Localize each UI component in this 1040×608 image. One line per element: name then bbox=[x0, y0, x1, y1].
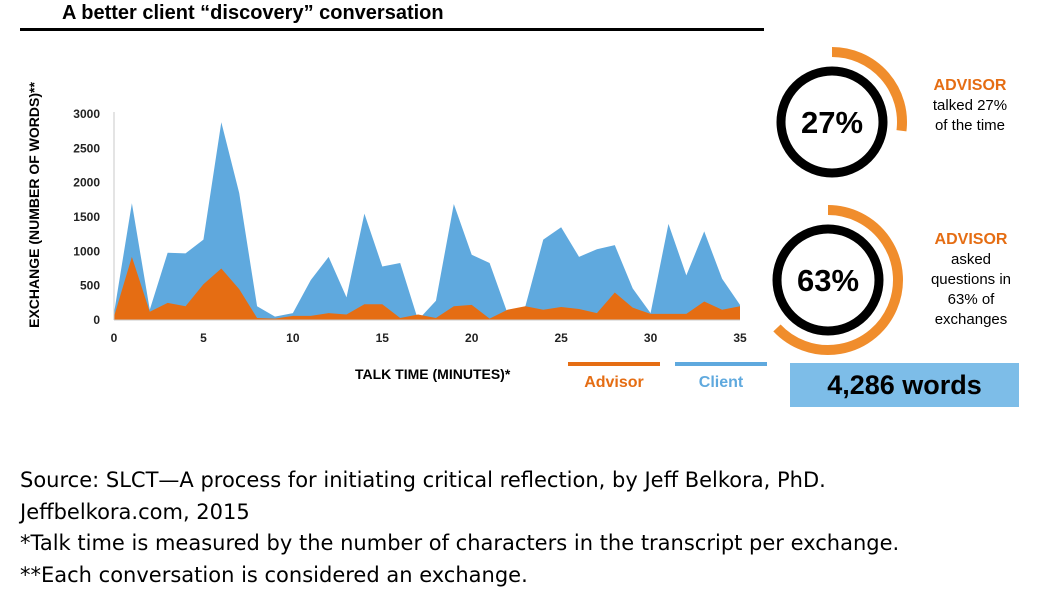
gauge-arc-2 bbox=[773, 205, 903, 355]
exchange-footnote: **Each conversation is considered an exc… bbox=[20, 562, 528, 587]
total-words-value: 4,286 words bbox=[827, 369, 982, 400]
area-chart: 0 500 1000 1500 2000 2500 3000 0 5 10 15 20 25 30 35 bbox=[73, 107, 747, 345]
y-tick-label: 0 bbox=[93, 313, 100, 327]
series-area-client bbox=[114, 122, 740, 321]
x-tick-label: 35 bbox=[733, 331, 747, 345]
y-tick-label: 1500 bbox=[73, 210, 100, 224]
legend-client: Client bbox=[675, 362, 767, 392]
stat-talk-head: ADVISOR bbox=[933, 77, 1007, 94]
total-words-box: 4,286 words bbox=[790, 363, 1019, 407]
footnotes: Source: SLCT—A process for initiating cr… bbox=[20, 465, 899, 591]
x-axis-label: TALK TIME (MINUTES)* bbox=[355, 366, 511, 382]
stat-gauges: 27% 63% bbox=[772, 47, 907, 355]
stat-questions-line-4: exchanges bbox=[934, 311, 1008, 328]
stat-questions-label: ADVISOR asked questions in 63% of exchan… bbox=[911, 230, 1031, 330]
stat-talk-line-2: of the time bbox=[934, 117, 1006, 134]
y-tick-label: 500 bbox=[80, 279, 100, 293]
legend-advisor: Advisor bbox=[568, 362, 660, 392]
y-tick-label: 2000 bbox=[73, 176, 100, 190]
title-underline bbox=[20, 28, 764, 31]
x-tick-label: 5 bbox=[200, 331, 207, 345]
legend-advisor-label: Advisor bbox=[584, 374, 644, 391]
x-tick-label: 0 bbox=[111, 331, 118, 345]
y-tick-label: 1000 bbox=[73, 244, 100, 258]
stat-questions-line-1: asked bbox=[950, 251, 992, 268]
gauge-value-2: 63% bbox=[797, 263, 859, 298]
gauge-ring-2 bbox=[772, 224, 884, 336]
x-tick-label: 20 bbox=[465, 331, 479, 345]
x-tick-label: 15 bbox=[376, 331, 390, 345]
legend-client-label: Client bbox=[698, 374, 744, 391]
y-tick-label: 3000 bbox=[73, 107, 100, 121]
x-tick-label: 10 bbox=[286, 331, 300, 345]
source-note: Source: SLCT—A process for initiating cr… bbox=[20, 468, 826, 492]
source-note-site: Jeffbelkora.com, 2015 bbox=[20, 499, 250, 524]
stat-questions-head: ADVISOR bbox=[934, 231, 1008, 248]
y-tick-label: 2500 bbox=[73, 141, 100, 155]
talk-time-footnote: *Talk time is measured by the number of … bbox=[20, 531, 900, 555]
legend-client-swatch bbox=[675, 362, 767, 366]
series-area-advisor bbox=[114, 256, 740, 320]
chart-title: A better client “discovery” conversation bbox=[62, 2, 444, 24]
stat-talk-line-1: talked 27% bbox=[932, 97, 1008, 114]
gauge-value-1: 27% bbox=[801, 105, 863, 140]
gauge-arc-1 bbox=[831, 47, 907, 132]
x-tick-label: 30 bbox=[644, 331, 658, 345]
stat-questions-line-2: questions in bbox=[930, 271, 1012, 288]
legend-advisor-swatch bbox=[568, 362, 660, 366]
x-tick-label: 25 bbox=[554, 331, 568, 345]
gauge-ring-1 bbox=[776, 66, 888, 178]
stat-talk-label: ADVISOR talked 27% of the time bbox=[910, 76, 1030, 136]
stat-questions-line-3: 63% of bbox=[947, 291, 995, 308]
